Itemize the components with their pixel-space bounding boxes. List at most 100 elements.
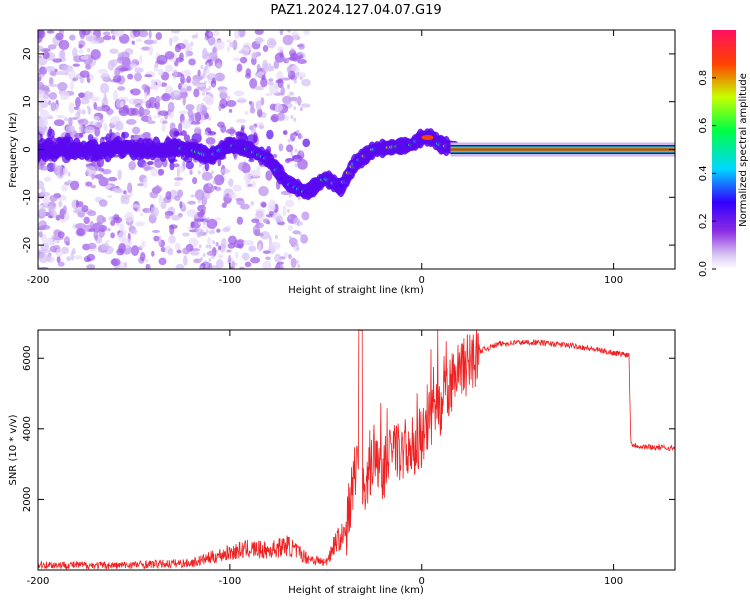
spectrogram-y-label: Frequency (Hz): [8, 112, 19, 188]
noise-blob: [158, 110, 169, 116]
noise-blob: [252, 224, 261, 236]
noise-blob: [53, 119, 65, 127]
snr-series: [38, 330, 675, 570]
noise-blob: [134, 67, 144, 73]
noise-blob: [207, 116, 211, 121]
noise-blob: [213, 186, 217, 190]
noise-blob: [174, 44, 182, 53]
noise-blob: [257, 121, 265, 128]
noise-blob: [291, 91, 295, 96]
noise-blob: [180, 130, 187, 136]
noise-blob: [269, 241, 281, 251]
noise-blob: [250, 101, 255, 109]
noise-blob: [93, 115, 100, 121]
noise-blob: [288, 193, 292, 198]
x-tick-label: 0: [419, 275, 425, 286]
noise-blob: [127, 182, 133, 194]
noise-blob: [101, 242, 110, 251]
noise-blob: [102, 31, 111, 36]
noise-blob: [300, 238, 304, 243]
noise-blob: [185, 161, 194, 170]
snr-y-label: SNR (10 * v/v): [8, 414, 19, 485]
noise-blob: [217, 121, 225, 128]
noise-blob: [115, 121, 124, 131]
noise-blob: [148, 96, 156, 103]
noise-blob: [279, 30, 284, 36]
noise-blob: [211, 254, 215, 259]
noise-blob: [202, 253, 206, 258]
noise-blob: [233, 30, 240, 40]
noise-blob: [208, 257, 212, 262]
noise-blob: [202, 221, 206, 226]
noise-blob: [178, 165, 185, 173]
noise-blob: [183, 38, 189, 45]
noise-blob: [211, 230, 215, 235]
noise-blob: [38, 266, 49, 269]
noise-blob: [286, 59, 290, 64]
noise-blob: [181, 69, 192, 77]
noise-blob: [287, 70, 291, 75]
noise-blob: [200, 102, 204, 107]
noise-blob: [302, 138, 311, 148]
noise-blob: [290, 47, 294, 52]
noise-blob: [180, 74, 185, 85]
noise-blob: [290, 96, 294, 101]
spectrogram-ridge: [38, 128, 675, 201]
noise-blob: [58, 200, 63, 208]
noise-blob: [183, 155, 193, 163]
noise-blob: [210, 175, 214, 180]
noise-blob: [140, 252, 146, 262]
noise-blob: [286, 208, 290, 213]
noise-blob: [208, 244, 212, 249]
noise-blob: [48, 77, 54, 86]
noise-blob: [211, 187, 215, 192]
noise-blob: [205, 229, 209, 234]
noise-blob: [188, 58, 196, 66]
noise-blob: [296, 72, 300, 77]
noise-blob: [48, 99, 52, 106]
noise-blob: [296, 220, 300, 225]
noise-blob: [59, 90, 70, 101]
noise-blob: [193, 128, 202, 134]
noise-blob: [49, 245, 57, 253]
noise-blob: [68, 116, 73, 127]
noise-blob: [141, 240, 146, 246]
snr-x-ticks: -200 -100 0 100: [27, 330, 623, 587]
x-tick-label: 0: [419, 576, 425, 587]
noise-blob: [87, 134, 94, 142]
noise-blob: [197, 231, 201, 236]
noise-blob: [216, 62, 222, 69]
noise-blob: [293, 106, 297, 111]
noise-blob: [189, 169, 193, 175]
noise-blob: [191, 121, 201, 125]
noise-blob: [208, 85, 212, 90]
noise-blob: [224, 193, 230, 200]
noise-blob: [112, 75, 122, 83]
noise-blob: [187, 200, 196, 205]
noise-blob: [125, 118, 137, 125]
noise-blob: [81, 204, 89, 213]
noise-blob: [39, 207, 47, 218]
noise-blob: [249, 107, 256, 114]
noise-blob: [206, 132, 210, 137]
noise-blob: [100, 73, 111, 81]
noise-blob: [303, 30, 310, 36]
noise-blob: [113, 214, 120, 221]
noise-blob: [162, 120, 168, 124]
noise-blob: [148, 30, 152, 40]
noise-blob: [56, 256, 61, 264]
colorbar-tick-label: 0.8: [698, 70, 709, 86]
noise-blob: [73, 255, 83, 260]
noise-blob: [83, 216, 90, 225]
noise-blob: [245, 68, 252, 76]
noise-blob: [169, 224, 175, 235]
noise-blob: [250, 201, 255, 206]
noise-blob: [202, 215, 206, 220]
noise-blob: [204, 113, 210, 120]
noise-blob: [299, 76, 303, 81]
noise-blob: [192, 177, 198, 185]
noise-blob: [41, 186, 46, 196]
noise-blob: [205, 137, 216, 145]
noise-blob: [87, 242, 97, 250]
